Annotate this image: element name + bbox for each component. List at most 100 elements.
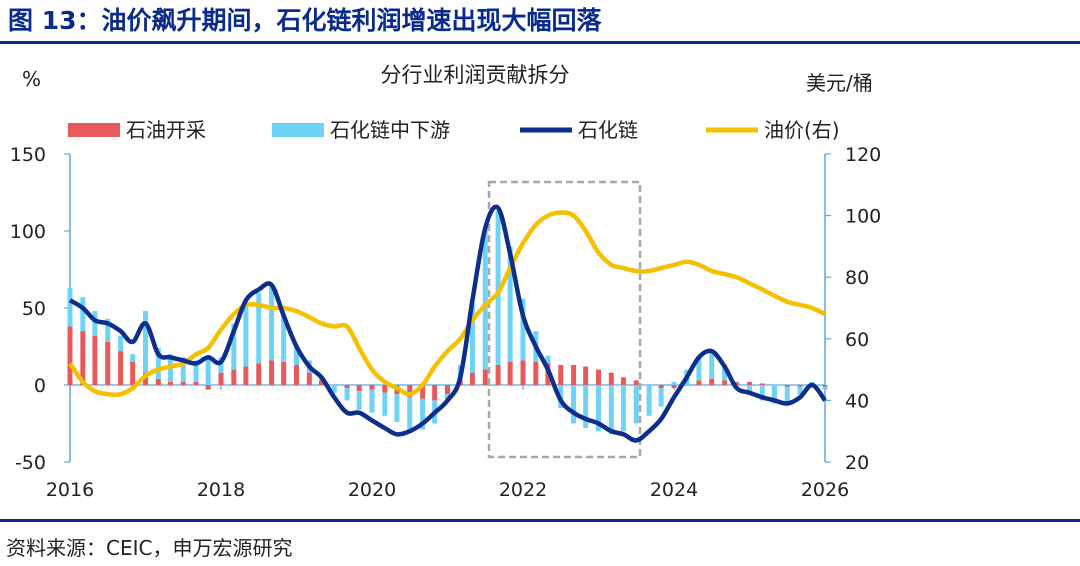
bar-upstream bbox=[658, 385, 664, 389]
bar-upstream bbox=[608, 372, 614, 385]
bar-downstream bbox=[180, 357, 186, 382]
x-tick-label: 2022 bbox=[499, 479, 547, 501]
bar-upstream bbox=[759, 383, 765, 385]
bar-upstream bbox=[734, 381, 740, 385]
bar-upstream bbox=[495, 364, 501, 385]
left-axis-unit: % bbox=[22, 67, 41, 91]
bar-downstream bbox=[331, 385, 337, 393]
bar-upstream bbox=[243, 366, 249, 385]
bar-upstream bbox=[420, 385, 426, 399]
x-tick-label: 2026 bbox=[801, 479, 849, 501]
bar-downstream bbox=[709, 351, 715, 379]
left-tick-label: -50 bbox=[15, 452, 46, 474]
bar-downstream bbox=[797, 386, 803, 395]
bar-upstream bbox=[155, 378, 161, 385]
bar-upstream bbox=[281, 361, 287, 385]
bar-upstream bbox=[797, 385, 803, 387]
bar-downstream bbox=[507, 246, 513, 362]
bar-downstream bbox=[356, 391, 362, 410]
bar-downstream bbox=[155, 348, 161, 379]
bar-upstream bbox=[633, 380, 639, 385]
bar-downstream bbox=[369, 389, 375, 413]
bar-upstream bbox=[469, 372, 475, 385]
right-tick-label: 20 bbox=[845, 452, 869, 474]
bar-downstream bbox=[243, 301, 249, 367]
bar-downstream bbox=[696, 357, 702, 381]
left-tick-label: 150 bbox=[10, 144, 46, 166]
legend-swatch-2 bbox=[272, 123, 324, 137]
figure-title: 图 13：油价飙升期间，石化链利润增速出现大幅回落 bbox=[8, 6, 602, 35]
bar-downstream bbox=[633, 385, 639, 424]
right-axis-unit: 美元/桶 bbox=[806, 71, 873, 95]
line-petrochem-chain bbox=[68, 204, 827, 443]
x-tick-label: 2016 bbox=[46, 479, 94, 501]
bar-downstream bbox=[596, 385, 601, 432]
bar-downstream bbox=[105, 318, 111, 342]
bar-upstream bbox=[344, 385, 350, 389]
bar-downstream bbox=[67, 287, 73, 327]
bar-downstream bbox=[80, 297, 86, 332]
source-note: 资料来源：CEIC，申万宏源研究 bbox=[6, 536, 293, 560]
bar-downstream bbox=[420, 398, 426, 430]
bar-upstream bbox=[67, 326, 73, 385]
legend-label-4: 油价(右) bbox=[764, 118, 840, 142]
right-tick-label: 120 bbox=[845, 144, 881, 166]
bar-upstream bbox=[709, 378, 715, 385]
bar-downstream bbox=[218, 357, 224, 373]
bar-upstream bbox=[205, 385, 211, 390]
bar-upstream bbox=[784, 385, 790, 387]
chart-title: 分行业利润贡献拆分 bbox=[381, 63, 570, 87]
bar-upstream bbox=[482, 369, 488, 385]
left-tick-label: 100 bbox=[10, 221, 46, 243]
bar-downstream bbox=[583, 385, 589, 429]
bar-downstream bbox=[130, 354, 136, 362]
bar-upstream bbox=[356, 385, 362, 392]
bar-downstream bbox=[482, 227, 488, 370]
bar-upstream bbox=[445, 385, 450, 395]
bar-downstream bbox=[344, 388, 350, 401]
bar-upstream bbox=[105, 341, 111, 385]
bar-upstream bbox=[92, 335, 98, 385]
highlight-box bbox=[487, 180, 642, 459]
bar-downstream bbox=[734, 381, 740, 383]
bar-downstream bbox=[407, 397, 413, 432]
left-tick-label: 50 bbox=[22, 298, 46, 320]
bar-upstream bbox=[722, 380, 728, 385]
bar-downstream bbox=[620, 385, 626, 432]
bar-downstream bbox=[469, 303, 475, 373]
x-tick-label: 2018 bbox=[197, 479, 245, 501]
bar-downstream bbox=[571, 385, 577, 424]
bar-upstream bbox=[231, 369, 237, 385]
bar-downstream bbox=[658, 388, 664, 407]
bar-upstream bbox=[571, 364, 577, 385]
bar-downstream bbox=[747, 385, 752, 393]
bar-upstream bbox=[583, 366, 589, 385]
bar-upstream bbox=[193, 381, 199, 385]
bar-downstream bbox=[495, 210, 501, 365]
bar-downstream bbox=[231, 323, 237, 370]
bar-upstream bbox=[432, 385, 438, 401]
bar-downstream bbox=[92, 311, 98, 336]
bar-downstream bbox=[294, 346, 299, 365]
bar-upstream bbox=[747, 381, 752, 385]
bar-downstream bbox=[671, 381, 677, 385]
bar-upstream bbox=[558, 364, 564, 385]
source-rule bbox=[0, 519, 1080, 522]
bar-upstream bbox=[130, 361, 136, 385]
bar-downstream bbox=[722, 364, 728, 381]
x-tick-label: 2020 bbox=[348, 479, 396, 501]
bar-downstream bbox=[205, 357, 211, 385]
bar-downstream bbox=[520, 298, 526, 361]
line-oil-price bbox=[68, 210, 827, 398]
right-tick-label: 60 bbox=[845, 329, 869, 351]
bar-upstream bbox=[256, 363, 262, 385]
bar-upstream bbox=[294, 364, 299, 385]
bar-upstream bbox=[596, 369, 601, 385]
bar-downstream bbox=[193, 360, 199, 382]
bar-upstream bbox=[318, 380, 324, 385]
right-tick-label: 80 bbox=[845, 267, 869, 289]
legend-label-2: 石化链中下游 bbox=[330, 118, 450, 142]
bar-upstream bbox=[306, 372, 312, 385]
bar-downstream bbox=[269, 286, 275, 361]
